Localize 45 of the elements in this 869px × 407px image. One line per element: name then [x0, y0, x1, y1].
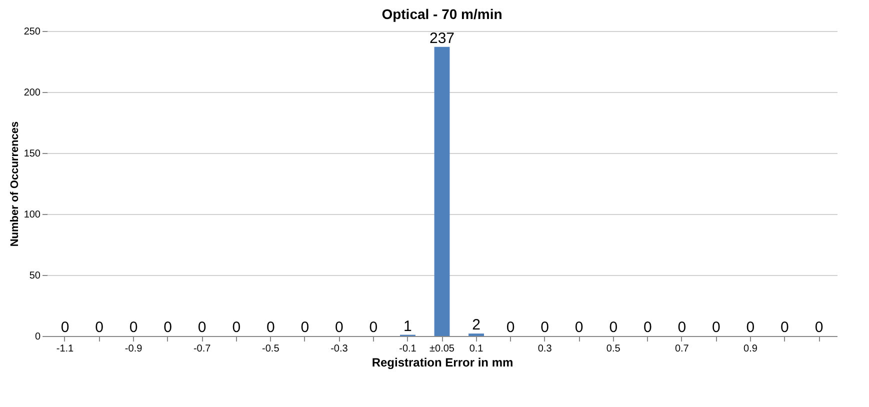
x-tick-label: 0.1 [469, 344, 484, 354]
data-label: 0 [506, 319, 515, 336]
data-label: 2 [472, 316, 480, 334]
data-label: 0 [780, 319, 789, 336]
data-label: 0 [129, 319, 138, 336]
y-tick-label: 50 [29, 270, 41, 282]
x-tick-label: 0.7 [674, 344, 690, 354]
y-tick-label: 150 [24, 148, 41, 160]
y-tick-label: 250 [24, 26, 41, 38]
data-label: 0 [814, 319, 824, 336]
data-label: 0 [369, 319, 378, 336]
x-tick-label: -0.5 [262, 344, 280, 354]
x-tick-label: 0.9 [744, 344, 758, 354]
x-tick-label: 0.3 [538, 344, 552, 354]
data-label: 0 [643, 319, 652, 336]
data-label: 0 [746, 319, 755, 336]
x-tick-label: -0.9 [124, 344, 143, 354]
data-label: 0 [266, 319, 275, 336]
data-label: 0 [95, 319, 104, 336]
y-tick-label: 200 [24, 88, 41, 98]
data-label: 0 [712, 319, 720, 336]
y-axis-title: Number of Occurrences [8, 121, 21, 247]
data-label: 237 [429, 30, 455, 47]
x-tick-label: -0.7 [193, 344, 212, 354]
data-label: 0 [540, 319, 549, 336]
x-axis-title: Registration Error in mm [372, 356, 514, 370]
data-label: 0 [300, 319, 310, 336]
bar [434, 46, 450, 336]
data-label: 0 [335, 319, 344, 336]
y-tick-label: 0 [34, 332, 41, 342]
data-label: 0 [609, 319, 618, 336]
x-tick-label: -0.3 [330, 344, 348, 354]
data-label: 1 [404, 318, 412, 335]
chart-title: Optical - 70 m/min [382, 6, 502, 22]
y-tick-label: 100 [24, 210, 41, 220]
x-tick-label: ±0.05 [430, 344, 455, 354]
data-label: 0 [232, 319, 241, 336]
data-label: 0 [574, 319, 584, 336]
x-tick-label: -0.1 [399, 344, 417, 354]
data-label: 0 [678, 319, 686, 336]
data-label: 0 [60, 319, 70, 336]
data-label: 0 [198, 319, 206, 336]
data-label: 0 [164, 319, 172, 336]
x-tick-label: 0.5 [606, 344, 621, 354]
x-tick-label: -1.1 [56, 344, 74, 354]
